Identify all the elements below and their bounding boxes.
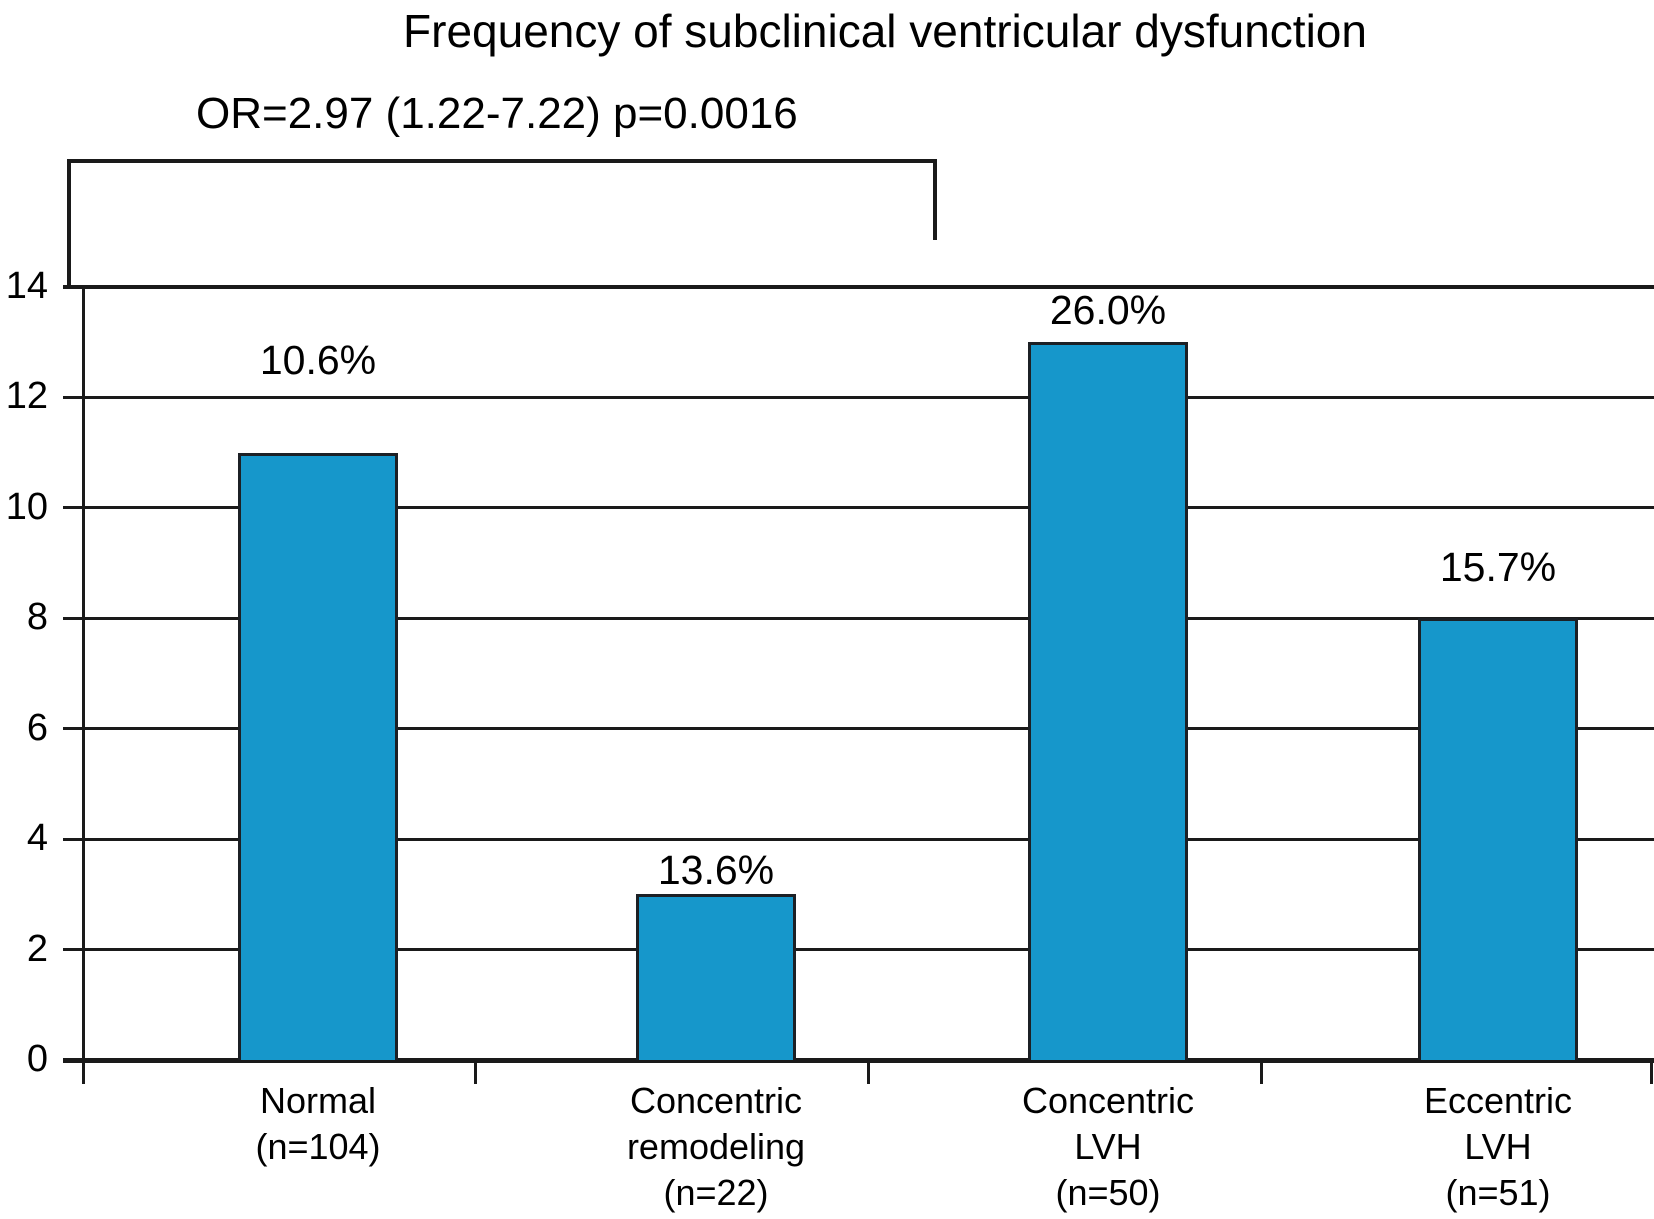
gridline-y-10 <box>63 506 1654 510</box>
bar-value-label: 26.0% <box>1049 287 1167 333</box>
chart-title: Frequency of subclinical ventricular dys… <box>403 5 1367 57</box>
gridline-y-14 <box>63 285 1654 289</box>
bar-value-label: 15.7% <box>1439 544 1557 590</box>
bar-concentric-lvh-n-50 <box>1028 342 1188 1060</box>
category-label-line: Concentric <box>1021 1080 1195 1121</box>
significance-bracket-horizontal <box>67 159 937 163</box>
bar-value-label: 13.6% <box>657 847 775 893</box>
category-label-normal: Normal (n=104) <box>255 1078 380 1170</box>
y-tick-label-4: 4 <box>26 817 48 860</box>
y-tick-label-6: 6 <box>26 706 48 749</box>
category-label-concentric: Concentric remodeling (n=22) <box>627 1078 805 1216</box>
category-label-line: LVH <box>1464 1126 1532 1167</box>
y-tick-label-10: 10 <box>5 485 48 528</box>
x-axis-tick <box>81 1062 85 1084</box>
category-label-eccentric: Eccentric LVH (n=51) <box>1424 1078 1572 1216</box>
category-label-line: Normal <box>259 1080 376 1121</box>
category-label-line: remodeling <box>626 1126 806 1167</box>
bar-value-label: 10.6% <box>259 337 377 383</box>
x-axis-tick <box>474 1062 478 1084</box>
category-label-line: (n=51) <box>1445 1172 1551 1213</box>
significance-bracket-left-leg <box>67 159 71 288</box>
gridline-y-8 <box>63 616 1654 620</box>
category-label-line: (n=50) <box>1055 1172 1161 1213</box>
category-label-line: LVH <box>1074 1126 1142 1167</box>
category-label-line: (n=104) <box>255 1126 381 1167</box>
y-tick-label-12: 12 <box>5 375 48 418</box>
significance-bracket-right-leg <box>933 159 937 240</box>
category-label-line: Eccentric <box>1423 1080 1573 1121</box>
gridline-y-12 <box>63 395 1654 399</box>
gridline-y-4 <box>63 837 1654 841</box>
bar-eccentric-lvh-n-51 <box>1418 618 1578 1060</box>
y-tick-label-2: 2 <box>26 927 48 970</box>
odds-ratio-annotation: OR=2.97 (1.22-7.22) p=0.0016 <box>196 89 798 138</box>
bar-concentric-remodeling-n-22 <box>636 894 796 1060</box>
x-axis-tick <box>1649 1062 1653 1084</box>
x-axis-tick <box>1259 1062 1263 1084</box>
gridline-y-2 <box>63 948 1654 952</box>
gridline-y-6 <box>63 727 1654 731</box>
category-label-concentric: Concentric LVH (n=50) <box>1022 1078 1194 1216</box>
category-label-line: (n=22) <box>663 1172 769 1213</box>
y-tick-label-0: 0 <box>26 1038 48 1080</box>
y-axis-line <box>81 287 85 1060</box>
y-tick-label-8: 8 <box>26 596 48 639</box>
y-tick-label-14: 14 <box>5 265 48 307</box>
x-axis-tick <box>867 1062 870 1084</box>
bar-normal-n-104 <box>238 452 398 1060</box>
x-axis-line <box>63 1057 1654 1063</box>
category-label-line: Concentric <box>629 1080 803 1121</box>
